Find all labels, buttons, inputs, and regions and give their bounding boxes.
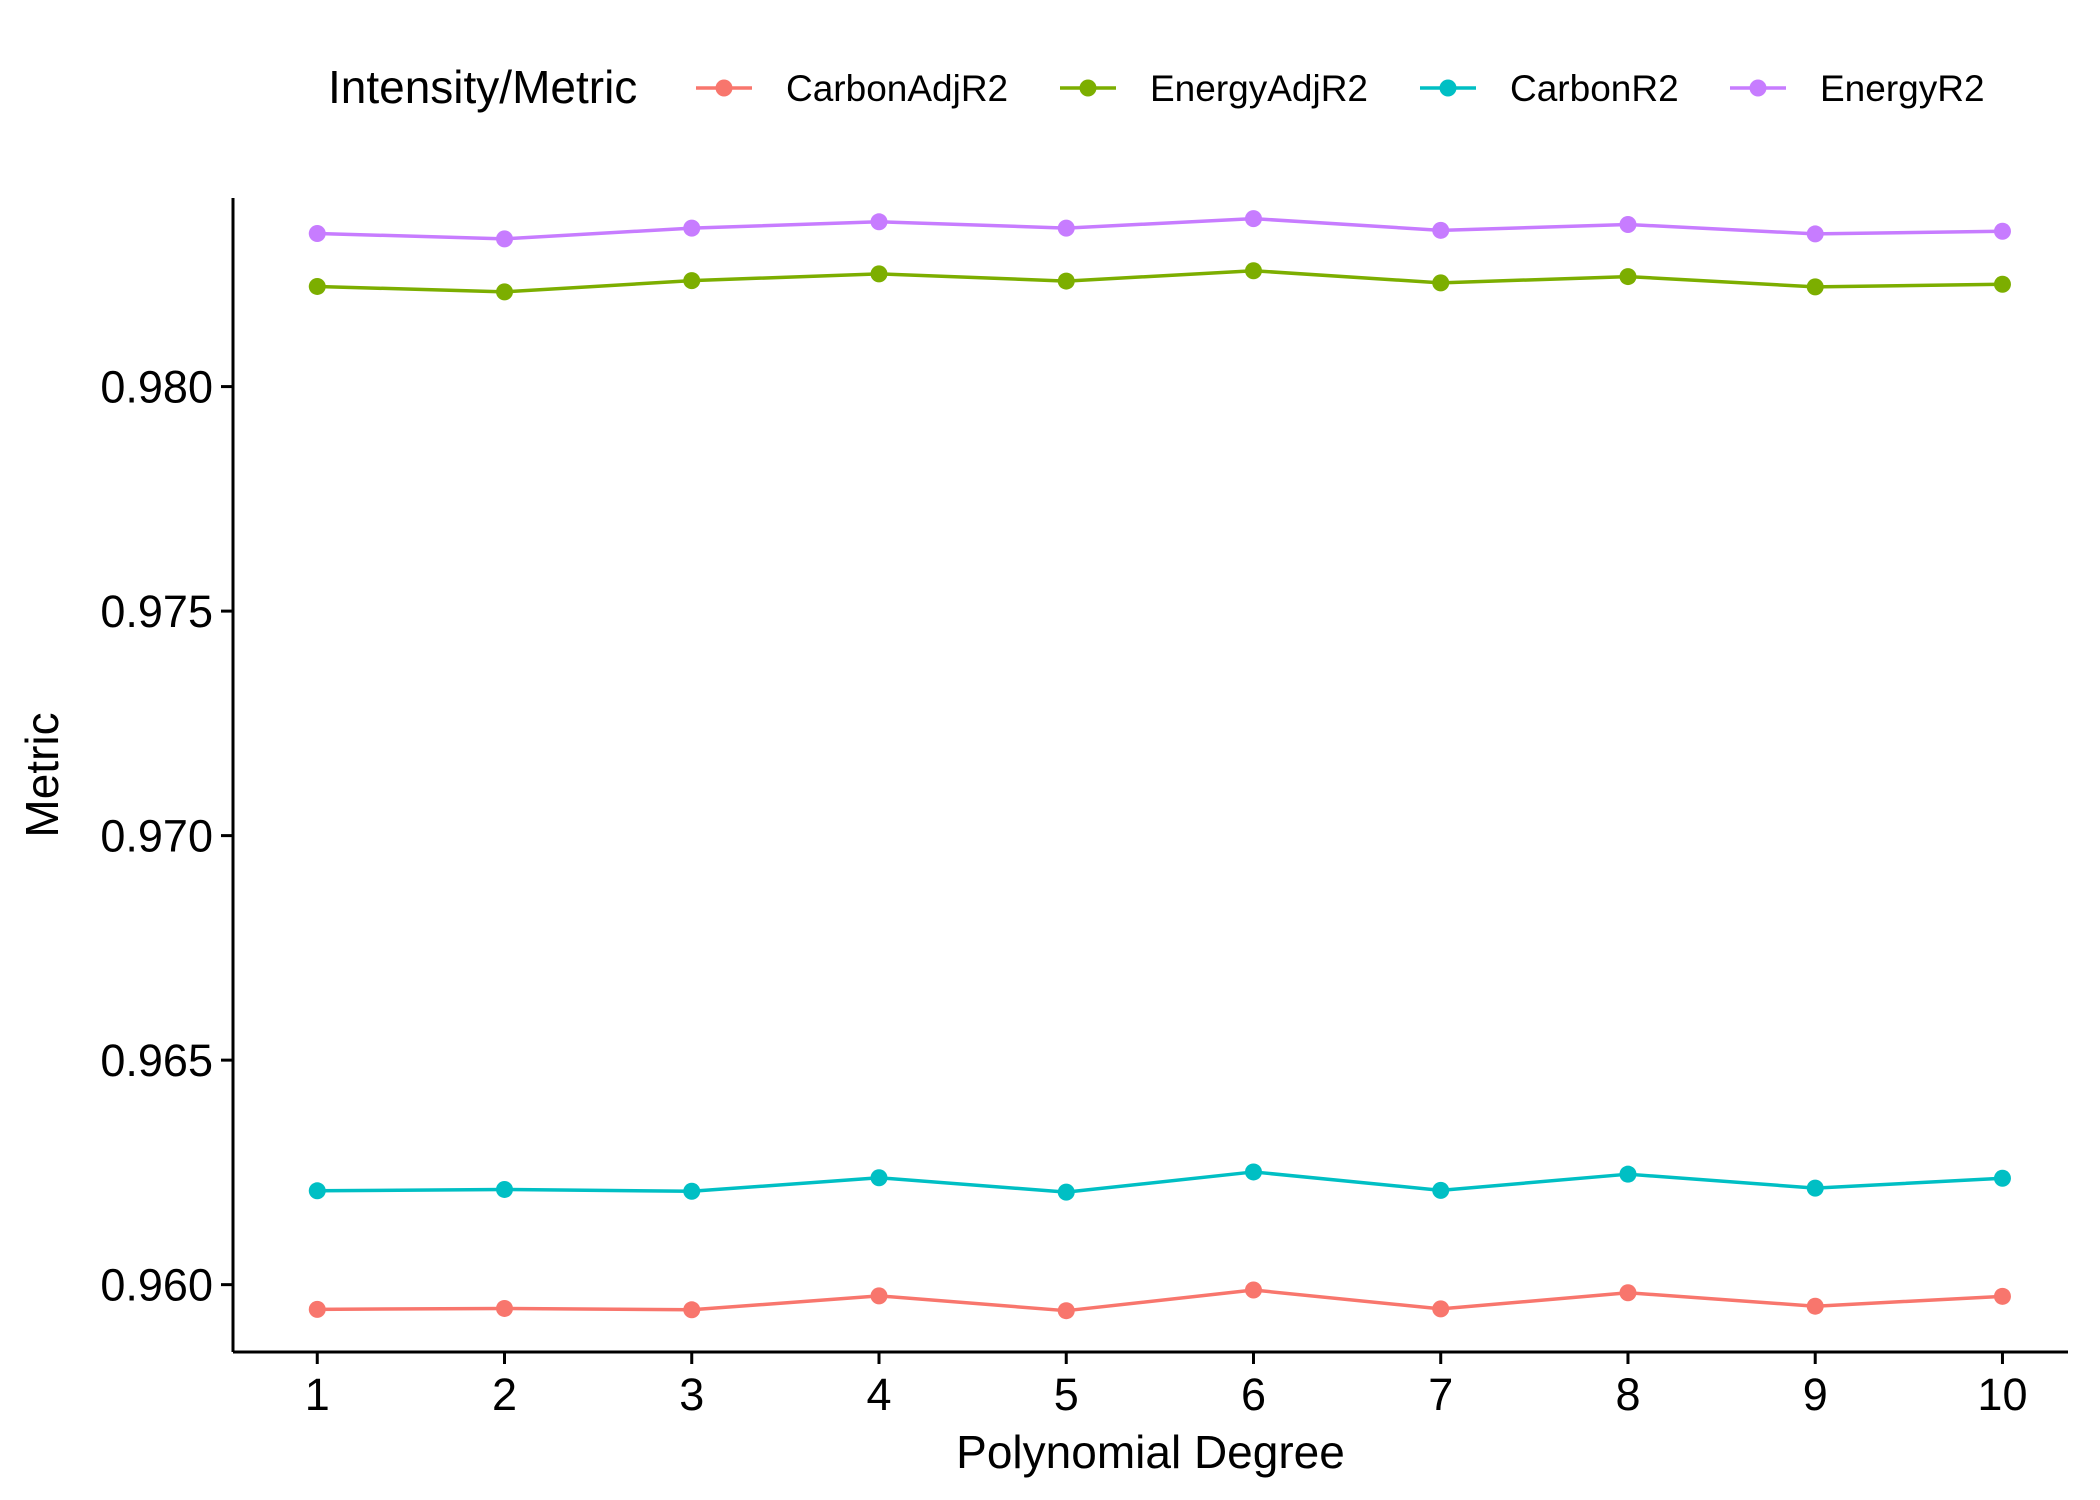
legend-key-point xyxy=(1079,79,1097,97)
data-point xyxy=(1432,1181,1450,1199)
legend-label: CarbonR2 xyxy=(1510,68,1679,109)
data-point xyxy=(1432,274,1450,292)
data-point xyxy=(1993,222,2011,240)
data-point xyxy=(496,1299,514,1317)
legend-item-EnergyAdjR2: EnergyAdjR2 xyxy=(1060,68,1368,109)
series-EnergyAdjR2 xyxy=(308,262,2011,301)
data-point xyxy=(308,1182,326,1200)
data-point xyxy=(496,230,514,248)
data-point xyxy=(1432,1300,1450,1318)
data-point xyxy=(308,1300,326,1318)
legend-key-point xyxy=(1749,79,1767,97)
data-point xyxy=(1432,221,1450,239)
plot-area xyxy=(308,210,2011,1320)
legend-key-point xyxy=(1439,79,1457,97)
data-point xyxy=(1993,1287,2011,1305)
legend-label: EnergyAdjR2 xyxy=(1150,68,1368,109)
series-CarbonAdjR2 xyxy=(308,1281,2011,1320)
data-point xyxy=(870,1169,888,1187)
data-point xyxy=(1619,215,1637,233)
data-point xyxy=(1993,1169,2011,1187)
series-line xyxy=(317,1288,2003,1313)
data-point xyxy=(1619,1165,1637,1183)
data-point xyxy=(1993,275,2011,293)
data-point xyxy=(1244,1163,1262,1181)
y-axis: 0.960 0.965 0.970 0.975 0.980 xyxy=(100,362,233,1311)
legend-items: CarbonAdjR2 EnergyAdjR2 CarbonR2 EnergyR2 xyxy=(696,68,1985,109)
data-point xyxy=(870,213,888,231)
data-point xyxy=(1244,262,1262,280)
data-point xyxy=(1057,1183,1075,1201)
series-EnergyR2 xyxy=(308,210,2011,248)
x-tick-label: 7 xyxy=(1428,1369,1453,1420)
y-tick-label: 0.965 xyxy=(100,1035,213,1086)
data-point xyxy=(1057,272,1075,290)
y-axis-title: Metric xyxy=(16,712,68,837)
x-tick-label: 6 xyxy=(1241,1369,1266,1420)
y-tick-label: 0.975 xyxy=(100,586,213,637)
y-tick-label: 0.960 xyxy=(100,1260,213,1311)
data-point xyxy=(496,1180,514,1198)
data-point xyxy=(1806,278,1824,296)
data-point xyxy=(1244,210,1262,228)
x-tick-label: 9 xyxy=(1803,1369,1828,1420)
series-CarbonR2 xyxy=(308,1163,2011,1201)
legend-label: CarbonAdjR2 xyxy=(786,68,1008,109)
legend-label: EnergyR2 xyxy=(1820,68,1985,109)
data-point xyxy=(308,277,326,295)
data-point xyxy=(1806,225,1824,243)
x-tick-label: 8 xyxy=(1615,1369,1640,1420)
legend-item-EnergyR2: EnergyR2 xyxy=(1730,68,1985,109)
data-point xyxy=(1244,1281,1262,1299)
data-point xyxy=(308,224,326,242)
legend: Intensity/Metric CarbonAdjR2 EnergyAdjR2 C… xyxy=(328,61,1985,113)
data-point xyxy=(683,219,701,237)
data-point xyxy=(683,272,701,290)
y-tick-label: 0.970 xyxy=(100,811,213,862)
data-point xyxy=(1057,219,1075,237)
data-point xyxy=(683,1182,701,1200)
legend-item-CarbonAdjR2: CarbonAdjR2 xyxy=(696,68,1008,109)
legend-item-CarbonR2: CarbonR2 xyxy=(1420,68,1679,109)
x-tick-label: 3 xyxy=(679,1369,704,1420)
legend-key-point xyxy=(715,79,733,97)
x-axis-title: Polynomial Degree xyxy=(956,1426,1345,1478)
data-point xyxy=(1619,268,1637,286)
x-tick-label: 1 xyxy=(305,1369,330,1420)
data-point xyxy=(1619,1284,1637,1302)
data-point xyxy=(1057,1302,1075,1320)
series-line xyxy=(317,268,2003,294)
x-tick-label: 5 xyxy=(1054,1369,1079,1420)
data-point xyxy=(870,265,888,283)
data-point xyxy=(1806,1297,1824,1315)
data-point xyxy=(683,1301,701,1319)
data-point xyxy=(870,1287,888,1305)
x-tick-label: 4 xyxy=(866,1369,891,1420)
x-tick-label: 10 xyxy=(1977,1369,2027,1420)
data-point xyxy=(496,283,514,301)
x-tick-label: 2 xyxy=(492,1369,517,1420)
series-layer xyxy=(308,210,2011,1320)
y-tick-label: 0.980 xyxy=(100,362,213,413)
series-line xyxy=(317,1170,2003,1194)
series-line xyxy=(317,216,2003,241)
legend-title: Intensity/Metric xyxy=(328,61,637,113)
data-point xyxy=(1806,1179,1824,1197)
x-axis: 1 2 3 4 5 6 7 8 9 10 xyxy=(305,1352,2027,1420)
